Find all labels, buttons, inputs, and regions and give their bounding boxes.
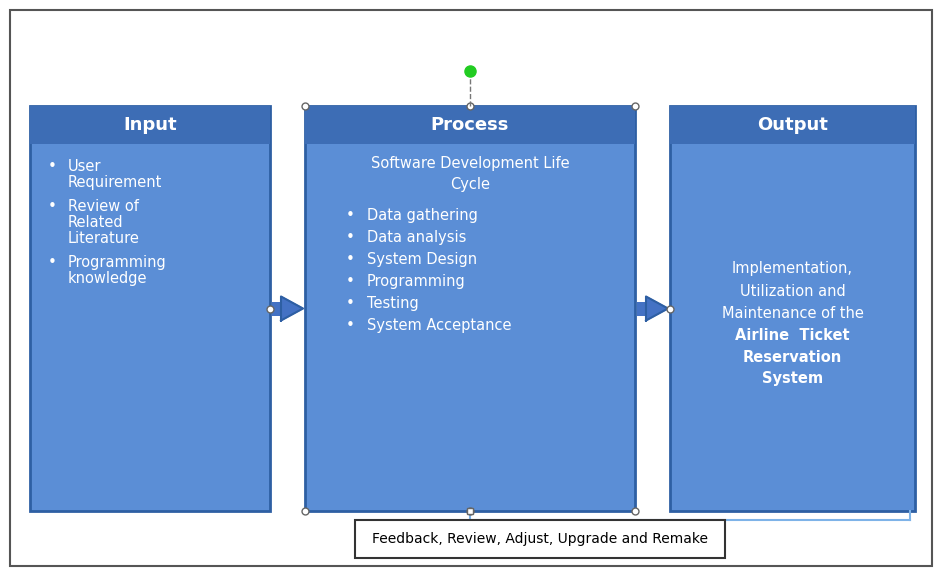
- Text: Process: Process: [430, 116, 510, 134]
- Text: •: •: [346, 274, 354, 289]
- Text: User: User: [68, 159, 102, 174]
- Text: Maintenance of the: Maintenance of the: [722, 305, 864, 320]
- Text: Implementation,: Implementation,: [732, 262, 853, 276]
- Text: Input: Input: [123, 116, 177, 134]
- Text: •: •: [346, 296, 354, 311]
- FancyBboxPatch shape: [10, 10, 932, 566]
- Text: Airline  Ticket: Airline Ticket: [735, 328, 850, 343]
- Text: Related: Related: [68, 215, 123, 230]
- Text: knowledge: knowledge: [68, 271, 148, 286]
- Text: Literature: Literature: [68, 231, 139, 246]
- Text: Reservation: Reservation: [743, 350, 842, 365]
- FancyBboxPatch shape: [670, 106, 915, 511]
- Text: Requirement: Requirement: [68, 175, 162, 190]
- Text: •: •: [47, 199, 57, 214]
- Text: System Acceptance: System Acceptance: [367, 318, 512, 333]
- Text: Programming: Programming: [68, 255, 167, 270]
- Text: Output: Output: [757, 116, 828, 134]
- Text: Data analysis: Data analysis: [367, 230, 466, 245]
- Text: Testing: Testing: [367, 296, 419, 311]
- Text: Software Development Life
Cycle: Software Development Life Cycle: [371, 156, 569, 192]
- Text: •: •: [346, 252, 354, 267]
- Text: Feedback, Review, Adjust, Upgrade and Remake: Feedback, Review, Adjust, Upgrade and Re…: [372, 532, 708, 546]
- FancyBboxPatch shape: [305, 106, 635, 511]
- Text: Utilization and: Utilization and: [739, 283, 845, 298]
- Text: •: •: [346, 230, 354, 245]
- Polygon shape: [646, 297, 668, 320]
- FancyBboxPatch shape: [305, 106, 635, 144]
- Text: System: System: [762, 372, 823, 386]
- FancyBboxPatch shape: [355, 520, 725, 558]
- Text: •: •: [47, 255, 57, 270]
- Text: •: •: [47, 159, 57, 174]
- FancyBboxPatch shape: [637, 301, 646, 316]
- FancyBboxPatch shape: [30, 106, 270, 511]
- FancyBboxPatch shape: [272, 301, 281, 316]
- Text: System Design: System Design: [367, 252, 478, 267]
- Polygon shape: [281, 297, 303, 320]
- Text: Data gathering: Data gathering: [367, 208, 478, 223]
- Text: •: •: [346, 208, 354, 223]
- Text: •: •: [346, 318, 354, 333]
- FancyBboxPatch shape: [30, 106, 270, 144]
- Text: Programming: Programming: [367, 274, 465, 289]
- Text: Review of: Review of: [68, 199, 138, 214]
- FancyBboxPatch shape: [670, 106, 915, 144]
